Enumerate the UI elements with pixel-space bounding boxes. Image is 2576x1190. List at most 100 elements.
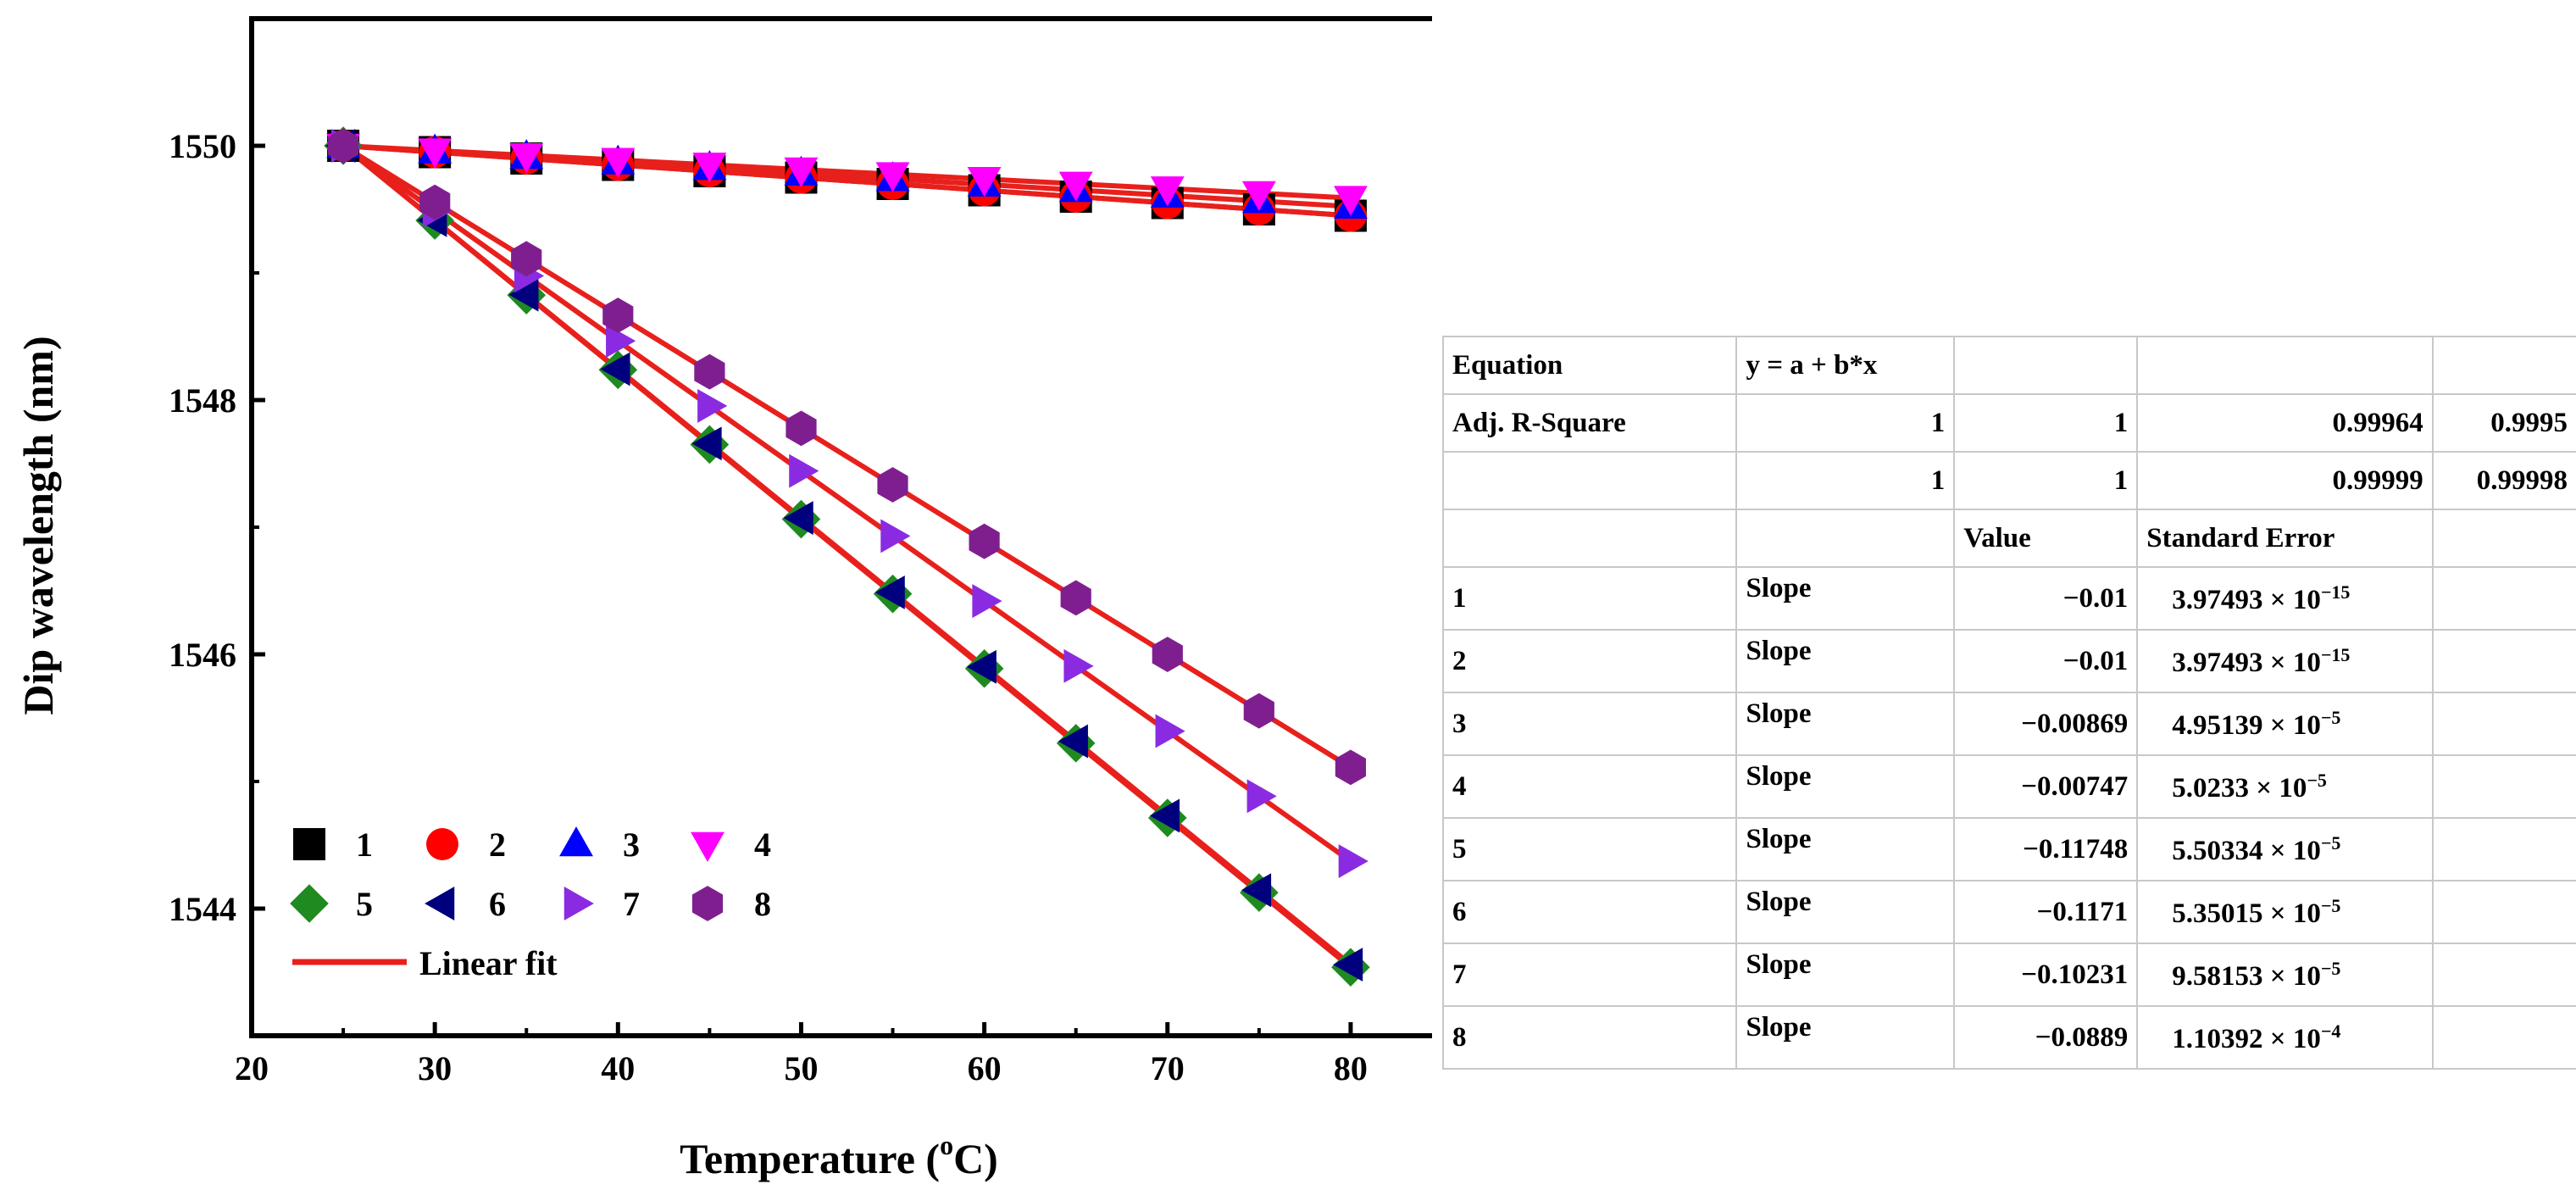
adj-r-4: 0.9995 [2431, 393, 2576, 453]
legend-symbol-7 [564, 887, 594, 920]
point-series-8 [328, 128, 359, 164]
row-value: −0.00869 [1953, 692, 2139, 756]
row-empty [2431, 817, 2576, 881]
legend-label-7: 7 [623, 885, 640, 923]
point-series-7 [789, 453, 819, 488]
std-error-mantissa: 4.95139 × 10 [2172, 709, 2321, 741]
row-empty [2431, 566, 2576, 631]
point-series-6 [691, 426, 722, 461]
x-tick-label: 30 [418, 1049, 452, 1087]
legend-label-2: 2 [489, 826, 506, 864]
fit-line-4 [342, 143, 1352, 201]
legend-symbol-8 [691, 886, 724, 921]
y-axis-label: Dip wavelength (nm) [14, 336, 62, 715]
std-error-mantissa: 3.97493 × 10 [2172, 647, 2321, 678]
point-series-4 [692, 153, 727, 183]
row-param: Slope [1735, 817, 1956, 881]
table-row-adj-r: Adj. R-Square 1 1 0.99964 0.9995 [1441, 393, 2576, 453]
table-row: 4 Slope −0.00747 5.0233 × 10−5 [1441, 754, 2576, 819]
row-param: Slope [1735, 943, 1956, 1007]
header-value: Value [1953, 509, 2139, 568]
r-2: 1 [1953, 451, 2139, 510]
row-id: 8 [1441, 1005, 1738, 1070]
r-1: 1 [1735, 451, 1956, 510]
legend: 1 2 3 4 5 6 7 8 Linear fit [290, 826, 771, 982]
legend-label-5: 5 [356, 885, 373, 923]
row-std-error: 3.97493 × 10−15 [2136, 629, 2434, 693]
row-param: Slope [1735, 629, 1956, 693]
table-row: 2 Slope −0.01 3.97493 × 10−15 [1441, 629, 2576, 693]
point-series-6 [508, 277, 539, 312]
row-std-error: 5.0233 × 10−5 [2136, 754, 2434, 819]
row-empty [2431, 629, 2576, 693]
row-param: Slope [1735, 754, 1956, 819]
legend-symbol-3 [559, 826, 593, 857]
table-row: 1 Slope −0.01 3.97493 × 10−15 [1441, 566, 2576, 631]
point-series-8 [1060, 580, 1091, 616]
adj-r-label: Adj. R-Square [1441, 393, 1738, 453]
point-series-8 [877, 467, 908, 503]
table-row-r: 1 1 0.99999 0.99998 [1441, 451, 2576, 510]
point-series-4 [601, 147, 636, 178]
x-tick-label: 50 [784, 1049, 818, 1087]
std-error-exponent: −4 [2320, 1020, 2341, 1042]
point-series-6 [600, 352, 630, 386]
point-series-7 [1155, 714, 1185, 748]
point-series-4 [509, 142, 544, 174]
table-row: 6 Slope −0.1171 5.35015 × 10−5 [1441, 880, 2576, 944]
x-axis-label-text: Temperature ( [680, 1135, 940, 1182]
table-row: 5 Slope −0.11748 5.50334 × 10−5 [1441, 817, 2576, 881]
row-empty [2431, 880, 2576, 944]
std-error-exponent: −5 [2320, 957, 2341, 979]
point-series-8 [1243, 692, 1274, 729]
point-series-7 [880, 519, 911, 553]
r-4: 0.99998 [2431, 451, 2576, 510]
legend-label-1: 1 [356, 826, 373, 864]
row-id: 4 [1441, 754, 1738, 819]
table-row-header: Value Standard Error [1441, 509, 2576, 568]
row-std-error: 5.35015 × 10−5 [2136, 880, 2434, 944]
x-tick-label: 20 [235, 1049, 269, 1087]
row-param: Slope [1735, 566, 1956, 631]
row-empty [2431, 692, 2576, 756]
legend-symbol-2 [426, 828, 458, 860]
adj-r-3: 0.99964 [2136, 393, 2434, 453]
point-series-6 [1058, 724, 1088, 759]
std-error-exponent: −15 [2320, 643, 2351, 665]
legend-symbol-4 [691, 831, 724, 862]
std-error-mantissa: 5.50334 × 10 [2172, 835, 2321, 866]
row-value: −0.01 [1953, 629, 2139, 693]
row-id: 2 [1441, 629, 1738, 693]
row-value: −0.01 [1953, 566, 2139, 631]
row-param: Slope [1735, 1005, 1956, 1070]
x-axis-label: Temperature (oC) [680, 1130, 998, 1182]
row-value: −0.0889 [1953, 1005, 2139, 1070]
point-series-6 [966, 649, 997, 684]
y-tick-label: 1544 [169, 890, 236, 928]
point-series-6 [1333, 948, 1363, 982]
point-series-4 [784, 157, 819, 187]
legend-label-6: 6 [489, 885, 506, 923]
point-series-4 [1333, 186, 1368, 216]
point-series-4 [1058, 171, 1093, 202]
legend-fit-label: Linear fit [419, 944, 558, 982]
y-tick-label: 1546 [169, 636, 236, 674]
point-series-8 [786, 410, 817, 447]
std-error-exponent: −15 [2320, 581, 2351, 603]
row-id: 3 [1441, 692, 1738, 756]
r-3: 0.99999 [2136, 451, 2434, 510]
std-error-exponent: −5 [2320, 706, 2341, 728]
x-tick-label: 40 [601, 1049, 635, 1087]
std-error-mantissa: 1.10392 × 10 [2172, 1023, 2321, 1054]
y-tick-label: 1548 [169, 381, 236, 420]
std-error-exponent: −5 [2320, 831, 2341, 854]
point-series-8 [511, 241, 542, 277]
point-series-7 [697, 388, 728, 423]
std-error-exponent: −5 [2320, 894, 2341, 916]
row-id: 5 [1441, 817, 1738, 881]
x-axis-label-unit: C) [953, 1135, 998, 1182]
x-tick-label: 80 [1334, 1049, 1368, 1087]
legend-label-4: 4 [754, 826, 771, 864]
